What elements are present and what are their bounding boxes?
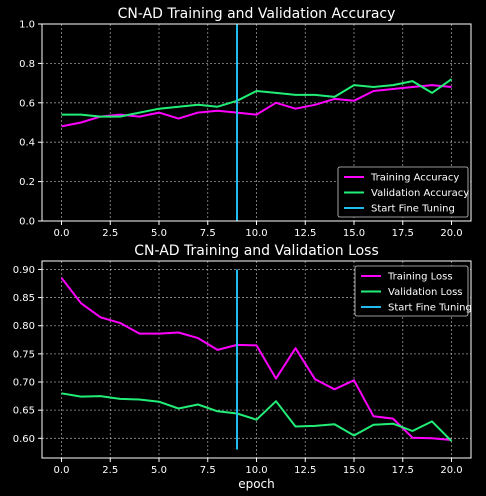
x-tick-label: 12.5 [294,228,316,239]
x-tick-label: 20.0 [440,228,462,239]
legend-box [354,265,469,317]
chart-title: CN-AD Training and Validation Accuracy [118,6,396,22]
chart-panel-1: CN-AD Training and Validation Accuracy 0.… [19,6,472,239]
x-tick-label: 2.5 [102,465,118,476]
x-tick-label: 17.5 [392,228,414,239]
y-tick-label: 0.65 [13,406,35,417]
y-tick-label: 0.70 [13,378,35,389]
x-tick-label: 12.5 [294,465,316,476]
x-tick-label: 7.5 [200,465,216,476]
y-tick-label: 1.0 [19,20,35,31]
legend: Training Loss Validation Loss Start Fine T… [354,265,472,317]
x-tick-label: 10.0 [245,465,267,476]
y-tick-label: 0.6 [19,98,35,109]
plot-frame [41,260,472,459]
legend-label: Start Fine Tuning [371,204,455,215]
x-tick-label: 20.0 [440,465,462,476]
legend: Training Accuracy Validation Accuracy Star… [337,166,469,218]
legend-label: Training Loss [387,272,453,283]
series-line-validation-accuracy [61,78,453,118]
legend-label: Start Fine Tuning [388,303,472,314]
x-tick-label: 0.0 [54,228,70,239]
y-tick-label: 0.90 [13,265,35,276]
y-tick-label: 0.0 [19,217,35,228]
y-tick-label: 0.2 [19,177,35,188]
x-axis-label: epoch [238,477,275,491]
legend-box [337,166,469,218]
x-tick-label: 15.0 [343,465,365,476]
legend-label: Training Accuracy [370,173,459,184]
series-line-validation-loss [61,392,453,442]
legend-label: Validation Accuracy [371,188,469,199]
y-tick-label: 0.85 [13,293,35,304]
y-tick-label: 0.60 [13,434,35,445]
x-tick-label: 5.0 [151,465,167,476]
series-line-training-loss [60,277,452,441]
x-tick-label: 5.0 [151,228,167,239]
y-tick-label: 0.4 [19,138,35,149]
x-tick-label: 10.0 [245,228,267,239]
x-tick-label: 17.5 [392,465,414,476]
plot-frame [41,23,472,222]
chart-panel-2: CN-AD Training and Validation Loss 0.0 2.5… [13,243,472,491]
x-tick-label: 15.0 [343,228,365,239]
chart-title: CN-AD Training and Validation Loss [134,243,379,259]
y-tick-label: 0.80 [13,321,35,332]
x-tick-label: 0.0 [54,465,70,476]
legend-label: Validation Loss [388,287,463,298]
y-tick-label: 0.8 [19,59,35,70]
x-tick-label: 2.5 [102,228,118,239]
x-tick-label: 7.5 [200,228,216,239]
y-tick-label: 0.75 [13,349,35,360]
